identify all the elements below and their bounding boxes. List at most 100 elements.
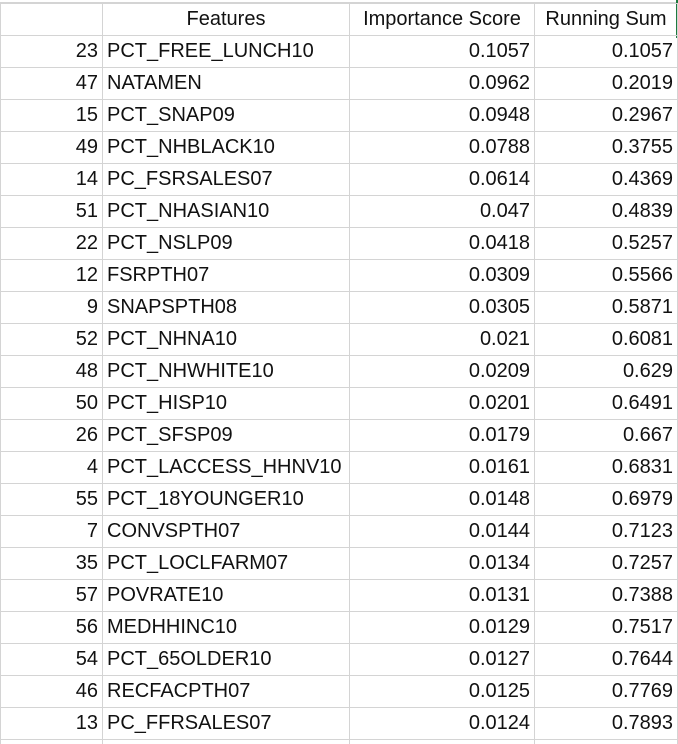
running-sum-cell[interactable]: 0.629	[534, 355, 678, 388]
importance-score-cell[interactable]: 0.0418	[349, 227, 535, 260]
importance-score-cell[interactable]: 0.021	[349, 323, 535, 356]
running-sum-cell[interactable]: 0.6491	[534, 387, 678, 420]
feature-name-cell[interactable]: PC_FSRSALES07	[102, 163, 350, 196]
feature-name-cell[interactable]: PCT_SNAP09	[102, 99, 350, 132]
feature-name-cell[interactable]: SNAPSPTH08	[102, 291, 350, 324]
importance-score-cell[interactable]: 0.0129	[349, 611, 535, 644]
importance-score-cell[interactable]: 0.1057	[349, 35, 535, 68]
importance-score-cell[interactable]: 0.047	[349, 195, 535, 228]
table-row: 49 PCT_NHBLACK10 0.0788 0.3755	[0, 131, 678, 164]
feature-name-cell[interactable]: NATAMEN	[102, 67, 350, 100]
feature-name-cell[interactable]	[102, 739, 350, 744]
importance-score-cell[interactable]: 0.0209	[349, 355, 535, 388]
importance-score-cell[interactable]: 0.0614	[349, 163, 535, 196]
feature-name-cell[interactable]: PCT_NSLP09	[102, 227, 350, 260]
row-index-cell[interactable]: 12	[0, 259, 103, 292]
importance-score-cell[interactable]: 0.0179	[349, 419, 535, 452]
importance-score-cell[interactable]: 0.0201	[349, 387, 535, 420]
running-sum-cell[interactable]: 0.6081	[534, 323, 678, 356]
header-running-sum-cell[interactable]: Running Sum	[534, 3, 678, 36]
feature-name-cell[interactable]: PCT_NHNA10	[102, 323, 350, 356]
running-sum-cell[interactable]: 0.7517	[534, 611, 678, 644]
feature-name-cell[interactable]: FSRPTH07	[102, 259, 350, 292]
row-index-cell[interactable]: 50	[0, 387, 103, 420]
row-index-cell[interactable]: 23	[0, 35, 103, 68]
importance-score-cell[interactable]: 0.0125	[349, 675, 535, 708]
row-index-cell[interactable]: 54	[0, 643, 103, 676]
feature-name-cell[interactable]: PCT_HISP10	[102, 387, 350, 420]
running-sum-cell[interactable]: 0.7769	[534, 675, 678, 708]
running-sum-cell[interactable]: 0.3755	[534, 131, 678, 164]
row-index-cell[interactable]: 4	[0, 451, 103, 484]
feature-name-cell[interactable]: RECFACPTH07	[102, 675, 350, 708]
feature-name-cell[interactable]: PCT_SFSP09	[102, 419, 350, 452]
header-importance-cell[interactable]: Importance Score	[349, 3, 535, 36]
feature-name-cell[interactable]: PCT_LOCLFARM07	[102, 547, 350, 580]
running-sum-cell[interactable]: 0.4369	[534, 163, 678, 196]
importance-score-cell[interactable]: 0.0144	[349, 515, 535, 548]
running-sum-cell[interactable]: 0.2967	[534, 99, 678, 132]
importance-score-cell[interactable]: 0.0161	[349, 451, 535, 484]
row-index-cell[interactable]: 26	[0, 419, 103, 452]
header-features-cell[interactable]: Features	[102, 3, 350, 36]
running-sum-cell[interactable]	[534, 739, 678, 744]
importance-score-cell[interactable]: 0.0124	[349, 707, 535, 740]
header-index-cell[interactable]	[0, 3, 103, 36]
row-index-cell[interactable]: 13	[0, 707, 103, 740]
row-index-cell[interactable]: 35	[0, 547, 103, 580]
running-sum-cell[interactable]: 0.6831	[534, 451, 678, 484]
running-sum-cell[interactable]: 0.667	[534, 419, 678, 452]
feature-name-cell[interactable]: PCT_18YOUNGER10	[102, 483, 350, 516]
running-sum-cell[interactable]: 0.5871	[534, 291, 678, 324]
running-sum-cell[interactable]: 0.7388	[534, 579, 678, 612]
importance-score-cell[interactable]: 0.0148	[349, 483, 535, 516]
row-index-cell[interactable]: 49	[0, 131, 103, 164]
running-sum-cell[interactable]: 0.7644	[534, 643, 678, 676]
row-index-cell[interactable]: 14	[0, 163, 103, 196]
row-index-cell[interactable]: 7	[0, 515, 103, 548]
row-index-cell[interactable]: 51	[0, 195, 103, 228]
row-index-cell[interactable]: 15	[0, 99, 103, 132]
row-index-cell[interactable]: 9	[0, 291, 103, 324]
row-index-cell[interactable]: 57	[0, 579, 103, 612]
feature-name-cell[interactable]: PCT_LACCESS_HHNV10	[102, 451, 350, 484]
importance-score-cell[interactable]: 0.0309	[349, 259, 535, 292]
running-sum-cell[interactable]: 0.5566	[534, 259, 678, 292]
row-index-cell[interactable]: 48	[0, 355, 103, 388]
row-index-cell[interactable]	[0, 739, 103, 744]
feature-name-cell[interactable]: CONVSPTH07	[102, 515, 350, 548]
feature-name-cell[interactable]: PCT_NHWHITE10	[102, 355, 350, 388]
feature-name-cell[interactable]: PCT_65OLDER10	[102, 643, 350, 676]
importance-score-cell[interactable]: 0.0788	[349, 131, 535, 164]
feature-name-cell[interactable]: PC_FFRSALES07	[102, 707, 350, 740]
row-index-cell[interactable]: 52	[0, 323, 103, 356]
importance-score-cell[interactable]	[349, 739, 535, 744]
running-sum-cell[interactable]: 0.1057	[534, 35, 678, 68]
feature-name-cell[interactable]: PCT_NHASIAN10	[102, 195, 350, 228]
running-sum-cell[interactable]: 0.7257	[534, 547, 678, 580]
feature-name-cell[interactable]: POVRATE10	[102, 579, 350, 612]
row-index-cell[interactable]: 47	[0, 67, 103, 100]
running-sum-cell[interactable]: 0.4839	[534, 195, 678, 228]
running-sum-cell[interactable]: 0.7123	[534, 515, 678, 548]
table-row: 54 PCT_65OLDER10 0.0127 0.7644	[0, 643, 678, 676]
importance-score-cell[interactable]: 0.0131	[349, 579, 535, 612]
row-index-cell[interactable]: 46	[0, 675, 103, 708]
importance-score-cell[interactable]: 0.0948	[349, 99, 535, 132]
running-sum-cell[interactable]: 0.6979	[534, 483, 678, 516]
running-sum-cell[interactable]: 0.2019	[534, 67, 678, 100]
running-sum-cell[interactable]: 0.7893	[534, 707, 678, 740]
row-index-cell[interactable]: 55	[0, 483, 103, 516]
feature-name-cell[interactable]: PCT_NHBLACK10	[102, 131, 350, 164]
row-index-cell[interactable]: 22	[0, 227, 103, 260]
importance-score-cell[interactable]: 0.0962	[349, 67, 535, 100]
feature-name-cell[interactable]: PCT_FREE_LUNCH10	[102, 35, 350, 68]
table-row: 56 MEDHHINC10 0.0129 0.7517	[0, 611, 678, 644]
row-index-cell[interactable]: 56	[0, 611, 103, 644]
table-row: 50 PCT_HISP10 0.0201 0.6491	[0, 387, 678, 420]
importance-score-cell[interactable]: 0.0134	[349, 547, 535, 580]
running-sum-cell[interactable]: 0.5257	[534, 227, 678, 260]
importance-score-cell[interactable]: 0.0127	[349, 643, 535, 676]
feature-name-cell[interactable]: MEDHHINC10	[102, 611, 350, 644]
importance-score-cell[interactable]: 0.0305	[349, 291, 535, 324]
